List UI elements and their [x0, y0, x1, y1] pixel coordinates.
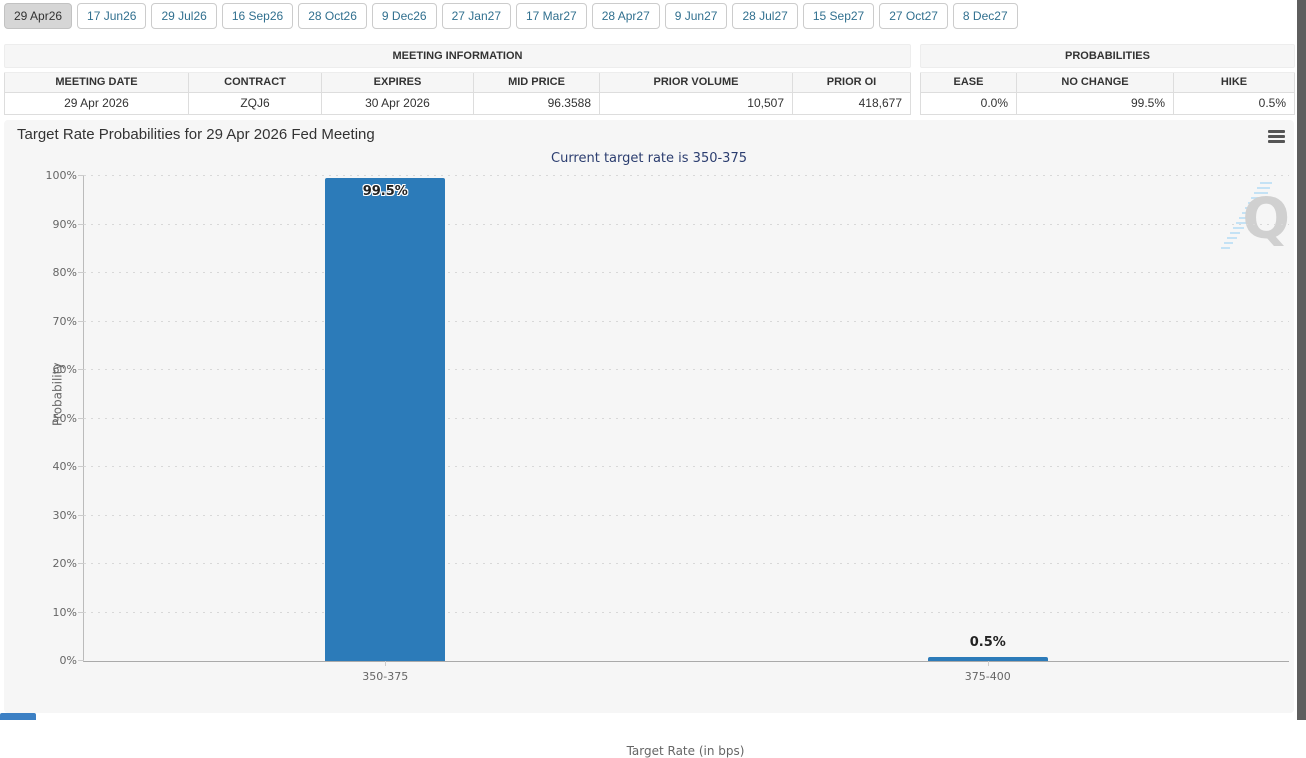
hamburger-bar — [1268, 130, 1285, 133]
y-tick-label-30: 30% — [52, 508, 77, 522]
y-tick-label-100: 100% — [45, 169, 77, 182]
probabilities-value-row: 0.0% 99.5% 0.5% — [920, 93, 1295, 115]
value-hike: 0.5% — [1174, 93, 1295, 114]
gridline-10 — [84, 611, 1289, 613]
tab-28-apr27[interactable]: 28 Apr27 — [591, 3, 660, 29]
y-tick-label-10: 10% — [52, 605, 77, 619]
meeting-information-value-row: 29 Apr 2026 ZQJ6 30 Apr 2026 96.3588 10,… — [4, 93, 911, 115]
col-contract: CONTRACT — [189, 73, 322, 92]
y-tick-10 — [78, 611, 84, 613]
tab-9-jun27[interactable]: 9 Jun27 — [664, 3, 728, 29]
meeting-tabs: 29 Apr26 17 Jun26 29 Jul26 16 Sep26 28 Oct26… — [4, 3, 1018, 29]
y-tick-30 — [78, 514, 84, 516]
x-tick-375-400 — [987, 661, 989, 666]
tab-16-sep26[interactable]: 16 Sep26 — [221, 3, 294, 29]
y-tick-70 — [78, 320, 84, 322]
tab-17-mar27[interactable]: 17 Mar27 — [516, 3, 587, 29]
col-expires: EXPIRES — [322, 73, 474, 92]
x-tick-label-350-375: 350-375 — [362, 670, 409, 683]
gridline-30 — [84, 514, 1289, 516]
tab-29-jul26[interactable]: 29 Jul26 — [151, 3, 217, 29]
y-tick-label-0: 0% — [59, 654, 77, 667]
chart-title: Target Rate Probabilities for 29 Apr 202… — [17, 126, 375, 143]
y-tick-60 — [78, 369, 84, 370]
bar-375-400 — [927, 657, 1048, 661]
fedwatch-chart: Target Rate Probabilities for 29 Apr 202… — [4, 120, 1294, 758]
value-contract: ZQJ6 — [189, 93, 322, 114]
value-mid-price: 96.3588 — [474, 93, 600, 114]
gridline-50 — [84, 417, 1289, 419]
y-tick-label-50: 50% — [52, 411, 77, 425]
hamburger-bar — [1268, 140, 1285, 143]
tab-9-dec26[interactable]: 9 Dec26 — [371, 3, 437, 29]
bar-value-label-375-400: 0.5% — [969, 635, 1006, 650]
hamburger-bar — [1268, 135, 1285, 138]
meeting-information-table: MEETING INFORMATION MEETING DATE CONTRAC… — [4, 44, 911, 115]
x-tick-350-375 — [385, 661, 387, 666]
value-meeting-date: 29 Apr 2026 — [4, 93, 189, 114]
tab-15-sep27[interactable]: 15 Sep27 — [802, 3, 875, 29]
gridline-40 — [84, 466, 1289, 467]
y-tick-label-90: 90% — [52, 217, 77, 231]
gridline-70 — [84, 320, 1289, 322]
y-tick-label-60: 60% — [52, 363, 77, 376]
meeting-information-title: MEETING INFORMATION — [4, 44, 911, 68]
y-tick-label-20: 20% — [52, 557, 77, 570]
tab-27-jan27[interactable]: 27 Jan27 — [441, 3, 511, 29]
y-tick-label-40: 40% — [52, 460, 77, 473]
value-no-change: 99.5% — [1017, 93, 1174, 114]
value-prior-oi: 418,677 — [793, 93, 911, 114]
clipped-blue-widget[interactable] — [0, 713, 36, 720]
tab-29-apr26[interactable]: 29 Apr26 — [4, 3, 73, 29]
y-tick-label-70: 70% — [52, 314, 77, 328]
hamburger-menu-icon[interactable] — [1268, 130, 1285, 145]
tab-27-oct27[interactable]: 27 Oct27 — [879, 3, 948, 29]
chart-subtitle: Current target rate is 350-375 — [551, 151, 747, 166]
gridline-20 — [84, 563, 1289, 564]
bar-350-375 — [325, 178, 446, 661]
probabilities-title: PROBABILITIES — [920, 44, 1295, 68]
gridline-90 — [84, 223, 1289, 225]
x-tick-label-375-400: 375-400 — [964, 670, 1011, 683]
y-tick-50 — [78, 417, 84, 419]
col-meeting-date: MEETING DATE — [4, 73, 189, 92]
probabilities-table: PROBABILITIES EASE NO CHANGE HIKE 0.0% 9… — [920, 44, 1295, 115]
col-no-change: NO CHANGE — [1017, 73, 1174, 92]
value-expires: 30 Apr 2026 — [322, 93, 474, 114]
col-ease: EASE — [920, 73, 1017, 92]
gridline-100 — [84, 175, 1289, 176]
y-tick-80 — [78, 272, 84, 273]
gridline-80 — [84, 272, 1289, 273]
col-prior-volume: PRIOR VOLUME — [600, 73, 793, 92]
tab-8-dec27[interactable]: 8 Dec27 — [952, 3, 1018, 29]
tab-28-oct26[interactable]: 28 Oct26 — [298, 3, 367, 29]
y-axis-title: Probability — [50, 362, 65, 426]
y-tick-100 — [78, 175, 84, 176]
col-prior-oi: PRIOR OI — [793, 73, 911, 92]
tab-28-jul27[interactable]: 28 Jul27 — [732, 3, 798, 29]
tab-17-jun26[interactable]: 17 Jun26 — [77, 3, 147, 29]
value-ease: 0.0% — [920, 93, 1017, 114]
y-tick-label-80: 80% — [52, 266, 77, 279]
y-tick-0 — [78, 660, 84, 661]
gridline-60 — [84, 369, 1289, 370]
y-tick-90 — [78, 223, 84, 225]
x-axis-title: Target Rate (in bps) — [626, 744, 745, 758]
bar-value-label-350-375: 99.5% — [362, 184, 408, 200]
vertical-scrollbar[interactable] — [1297, 0, 1306, 720]
watermark-q-letter: Q — [1242, 187, 1290, 252]
meeting-information-header-row: MEETING DATE CONTRACT EXPIRES MID PRICE … — [4, 72, 911, 93]
probabilities-header-row: EASE NO CHANGE HIKE — [920, 72, 1295, 93]
watermark-swoosh — [1221, 182, 1272, 249]
y-tick-20 — [78, 563, 84, 564]
plot-area: 0% 10% 20% 30% 40% 50% 60% 70% 80% 90% 100% Probabi… — [46, 169, 1289, 683]
y-tick-40 — [78, 466, 84, 467]
value-prior-volume: 10,507 — [600, 93, 793, 114]
col-mid-price: MID PRICE — [474, 73, 600, 92]
quikstrike-watermark-logo: Q — [1220, 180, 1292, 258]
col-hike: HIKE — [1174, 73, 1295, 92]
